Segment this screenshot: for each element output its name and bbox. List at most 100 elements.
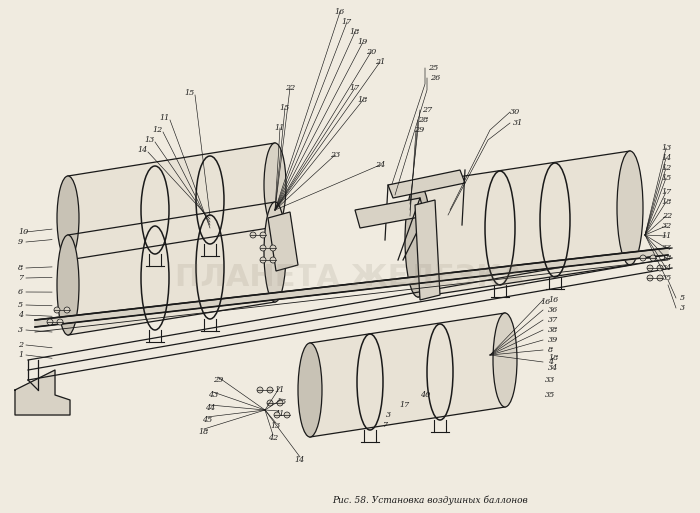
Text: 32: 32: [662, 222, 672, 230]
Polygon shape: [15, 370, 70, 415]
Text: 4: 4: [548, 358, 553, 366]
Text: 22: 22: [662, 212, 672, 220]
Text: 12: 12: [153, 126, 163, 134]
Ellipse shape: [57, 176, 79, 260]
Ellipse shape: [57, 235, 79, 335]
Text: Рис. 58. Установка воздушных баллонов: Рис. 58. Установка воздушных баллонов: [332, 495, 528, 505]
Text: 9: 9: [18, 238, 23, 246]
Polygon shape: [268, 212, 298, 271]
Ellipse shape: [298, 343, 322, 437]
Text: 18: 18: [662, 198, 672, 206]
Circle shape: [47, 319, 53, 325]
Ellipse shape: [493, 313, 517, 407]
Ellipse shape: [405, 183, 431, 297]
Circle shape: [260, 257, 266, 263]
Ellipse shape: [617, 151, 643, 265]
Text: 19: 19: [358, 38, 368, 46]
Text: 14: 14: [662, 154, 672, 162]
Circle shape: [647, 275, 653, 281]
Text: 14: 14: [138, 146, 148, 154]
Circle shape: [274, 412, 280, 418]
Text: 2: 2: [18, 341, 23, 349]
Circle shape: [54, 307, 60, 313]
Circle shape: [250, 232, 256, 238]
Circle shape: [260, 232, 266, 238]
Text: 13: 13: [271, 422, 281, 430]
Text: 44: 44: [205, 404, 215, 412]
Circle shape: [267, 387, 273, 393]
Text: 34: 34: [548, 364, 559, 372]
Polygon shape: [35, 248, 668, 327]
Text: 16: 16: [540, 298, 550, 306]
Text: 35: 35: [662, 274, 672, 282]
Text: 17: 17: [400, 401, 410, 409]
Text: 36: 36: [548, 306, 559, 314]
Text: 18: 18: [358, 96, 368, 104]
Text: 11: 11: [160, 114, 170, 122]
Text: 5: 5: [18, 301, 23, 309]
Text: 33: 33: [545, 376, 555, 384]
Text: 18: 18: [199, 428, 209, 436]
Text: 29: 29: [414, 126, 424, 134]
Text: 12: 12: [662, 164, 672, 172]
Circle shape: [657, 275, 663, 281]
Polygon shape: [355, 198, 425, 228]
Polygon shape: [68, 202, 275, 335]
Text: 16: 16: [335, 8, 345, 16]
Circle shape: [284, 412, 290, 418]
Text: 13: 13: [662, 144, 672, 152]
Text: 21: 21: [375, 58, 385, 66]
Ellipse shape: [264, 143, 286, 227]
Text: 43: 43: [208, 391, 218, 399]
Text: 5: 5: [680, 294, 685, 302]
Circle shape: [57, 319, 63, 325]
Text: 27: 27: [422, 106, 433, 114]
Text: 30: 30: [510, 108, 520, 116]
Polygon shape: [68, 143, 275, 260]
Polygon shape: [415, 200, 440, 300]
Text: 16: 16: [548, 296, 559, 304]
Text: 17: 17: [342, 18, 352, 26]
Text: 3: 3: [386, 411, 391, 419]
Text: 23: 23: [330, 151, 340, 159]
Text: 4: 4: [18, 311, 23, 319]
Text: 8: 8: [548, 346, 553, 354]
Text: 11: 11: [275, 124, 285, 132]
Text: 7: 7: [382, 421, 388, 429]
Circle shape: [277, 400, 283, 406]
Text: 8: 8: [18, 264, 23, 272]
Circle shape: [647, 265, 653, 271]
Text: 29: 29: [213, 376, 223, 384]
Circle shape: [270, 257, 276, 263]
Text: 7: 7: [18, 274, 23, 282]
Text: 15: 15: [277, 398, 287, 406]
Circle shape: [64, 307, 70, 313]
Polygon shape: [418, 151, 630, 297]
Text: 17: 17: [662, 188, 672, 196]
Text: 33: 33: [662, 244, 672, 252]
Text: 24: 24: [375, 161, 385, 169]
Text: 45: 45: [202, 416, 212, 424]
Circle shape: [267, 400, 273, 406]
Text: 31: 31: [513, 119, 524, 127]
Text: 40: 40: [420, 391, 430, 399]
Text: 17: 17: [350, 84, 360, 92]
Text: 1: 1: [18, 351, 23, 359]
Polygon shape: [388, 170, 465, 198]
Circle shape: [257, 387, 263, 393]
Circle shape: [270, 245, 276, 251]
Text: 15: 15: [280, 104, 290, 112]
Polygon shape: [310, 313, 505, 437]
Text: 15: 15: [662, 174, 672, 182]
Text: 39: 39: [548, 336, 559, 344]
Text: 41: 41: [274, 410, 284, 418]
Circle shape: [657, 265, 663, 271]
Text: 6: 6: [18, 288, 23, 296]
Text: 18: 18: [548, 354, 559, 362]
Circle shape: [260, 245, 266, 251]
Ellipse shape: [264, 202, 286, 302]
Text: 15: 15: [185, 89, 195, 97]
Text: 18: 18: [662, 254, 672, 262]
Text: 3: 3: [680, 304, 685, 312]
Text: 11: 11: [275, 386, 285, 394]
